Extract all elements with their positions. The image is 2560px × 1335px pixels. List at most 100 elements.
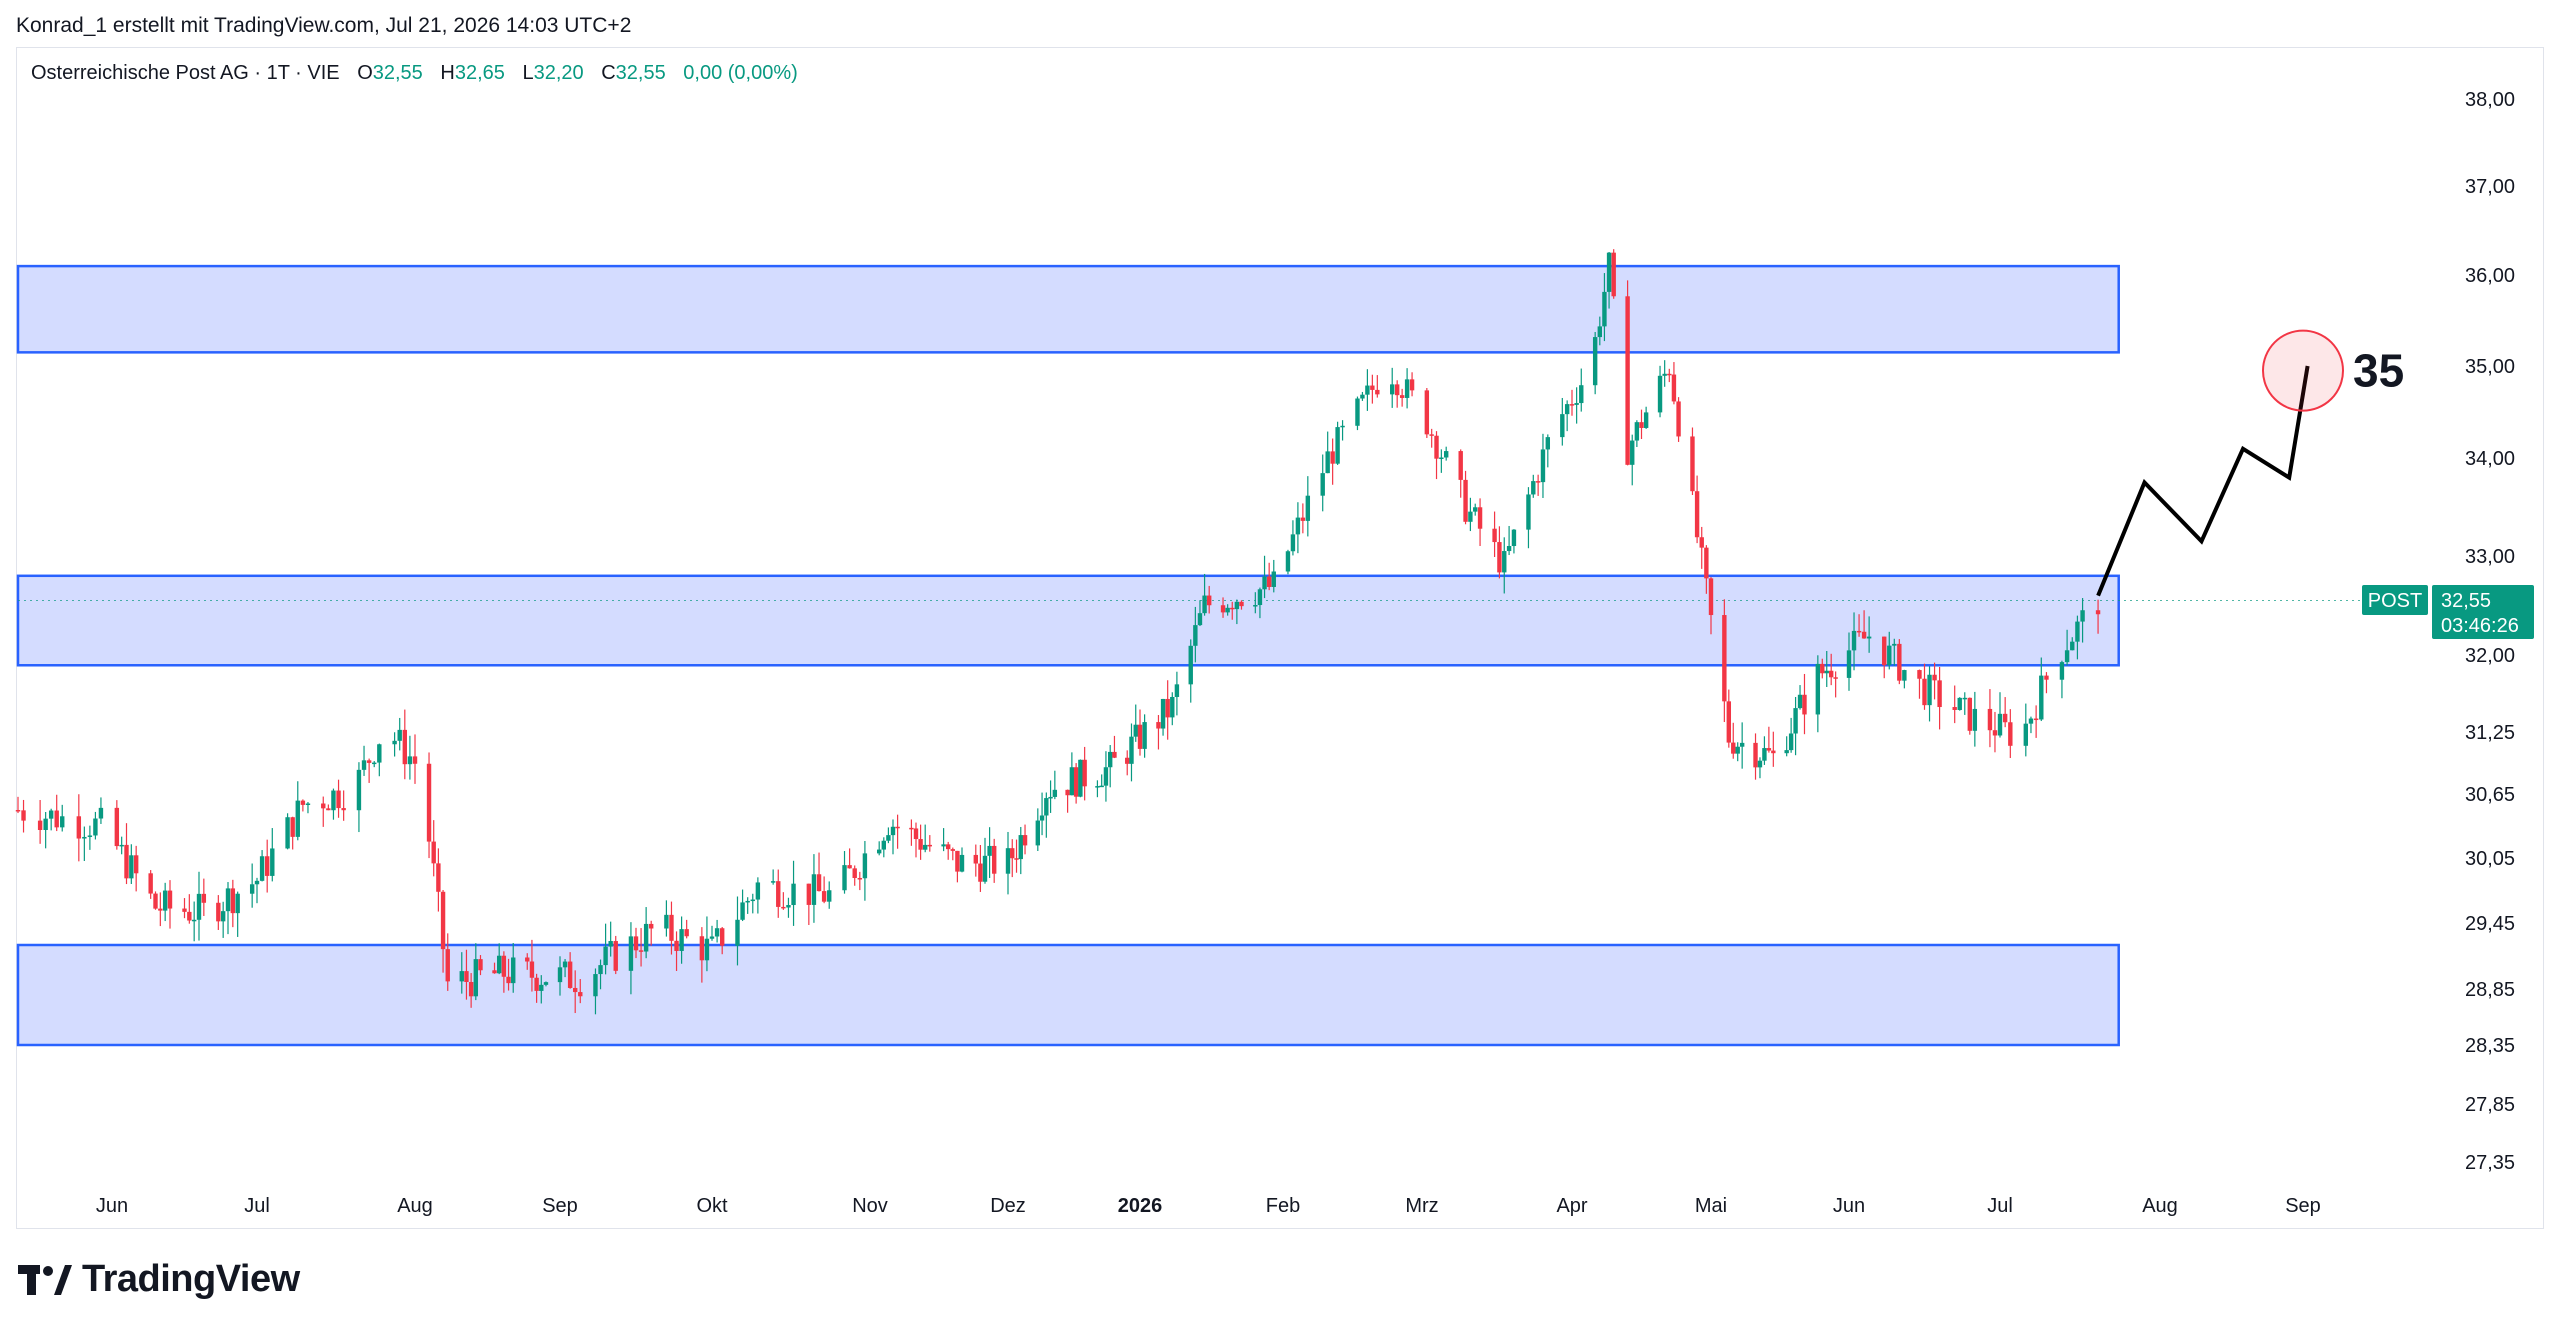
candle-body-175 [1202, 595, 1207, 614]
candle-body-36 [270, 848, 275, 876]
candle-body-290 [1967, 697, 1972, 731]
candle-body-249 [1699, 537, 1704, 548]
candle-body-237 [1625, 296, 1630, 465]
candle-body-27 [216, 902, 221, 922]
candle-body-148 [1039, 815, 1045, 821]
legend-symbol[interactable]: Osterreichische Post AG · 1T · VIE [31, 62, 340, 84]
candle-body-78 [562, 961, 568, 968]
support-resistance-zone-3 [16, 943, 2120, 1047]
candle-body-243 [1662, 373, 1667, 376]
candle-body-112 [806, 883, 812, 905]
candle-body-173 [1193, 625, 1198, 646]
candle-body-137 [973, 854, 978, 864]
target-circle [2262, 329, 2344, 412]
candle-body-189 [1295, 517, 1301, 535]
tradingview-logo[interactable]: TradingView [18, 1258, 300, 1301]
time-tick-label: Jun [96, 1195, 128, 1217]
candle-body-91 [649, 923, 654, 929]
candle-body-149 [1044, 798, 1049, 816]
candle-body-119 [852, 868, 857, 878]
candle-body-84 [603, 946, 608, 966]
candle-body-283 [1922, 678, 1927, 706]
candle-body-196 [1340, 425, 1345, 428]
candle-body-162 [1125, 757, 1130, 764]
tradingview-wordmark: TradingView [82, 1258, 300, 1300]
support-resistance-zone-1 [16, 264, 2120, 354]
candle-body-133 [946, 844, 951, 850]
candle-body-292 [1987, 708, 1993, 731]
candle-body-37 [285, 817, 290, 849]
price-tick-label: 28,35 [2465, 1035, 2515, 1057]
candle-body-305 [2075, 621, 2080, 642]
candle-body-114 [816, 874, 822, 892]
candle-body-163 [1129, 736, 1134, 764]
candle-body-127 [909, 827, 914, 830]
candle-body-45 [336, 790, 341, 809]
candle-body-135 [955, 850, 960, 872]
candle-body-220 [1506, 546, 1512, 552]
candle-body-99 [709, 936, 715, 939]
time-tick-label: Jul [1987, 1195, 2013, 1217]
candle-body-279 [1892, 643, 1897, 646]
price-tick-label: 27,85 [2465, 1094, 2515, 1116]
candle-body-273 [1851, 630, 1857, 651]
candle-body-296 [2008, 722, 2013, 746]
candle-body-101 [719, 928, 725, 946]
candle-body-134 [950, 849, 955, 851]
candle-body-56 [412, 756, 418, 764]
candle-body-225 [1540, 449, 1546, 483]
candle-body-44 [331, 790, 336, 811]
candle-body-200 [1370, 385, 1375, 390]
candle-body-198 [1360, 394, 1365, 399]
candle-body-207 [1424, 390, 1430, 435]
candle-body-97 [699, 936, 705, 961]
candle-body-109 [781, 906, 786, 909]
candle-body-85 [608, 941, 613, 947]
candle-body-95 [679, 929, 684, 951]
candle-body-22 [182, 908, 187, 912]
candle-body-218 [1497, 542, 1502, 573]
candle-body-105 [750, 899, 755, 902]
candle-body-156 [1082, 759, 1087, 787]
candle-body-286 [1937, 680, 1942, 708]
price-tick-label: 31,25 [2465, 722, 2515, 744]
candle-body-261 [1771, 750, 1776, 754]
chart-frame[interactable] [16, 47, 2544, 1229]
candle-body-115 [821, 891, 827, 902]
candle-body-192 [1320, 473, 1325, 496]
candle-body-113 [811, 874, 817, 905]
candle-body-47 [356, 769, 362, 811]
candle-body-11 [98, 807, 104, 819]
candle-body-278 [1887, 645, 1892, 666]
candle-body-59 [436, 863, 441, 892]
candle-body-226 [1545, 437, 1551, 450]
candle-body-281 [1902, 670, 1907, 681]
candle-body-13 [119, 844, 124, 847]
time-tick-label: Aug [397, 1195, 433, 1217]
price-tag-countdown: 03:46:26 [2441, 615, 2519, 637]
candle-body-294 [1997, 713, 2003, 736]
candle-body-304 [2070, 641, 2075, 651]
candle-body-18 [153, 893, 158, 909]
candle-body-34 [259, 856, 265, 881]
candle-body-227 [1560, 414, 1565, 438]
candle-body-168 [1160, 698, 1166, 729]
candle-body-199 [1365, 385, 1370, 395]
candle-body-282 [1917, 670, 1922, 679]
price-tick-label: 30,65 [2465, 784, 2515, 806]
candle-body-287 [1952, 707, 1957, 710]
candle-body-181 [1239, 601, 1244, 607]
candle-body-3 [43, 818, 48, 831]
candle-body-147 [1035, 820, 1041, 846]
candle-body-241 [1643, 412, 1649, 428]
candle-body-269 [1824, 670, 1829, 674]
candle-body-222 [1526, 494, 1531, 530]
time-tick-label: Nov [852, 1195, 888, 1217]
candle-body-302 [2059, 662, 2065, 680]
candle-body-5 [54, 810, 59, 828]
candle-body-170 [1170, 696, 1175, 718]
candle-body-161 [1112, 751, 1117, 758]
candle-body-53 [397, 729, 402, 741]
candle-body-28 [220, 911, 226, 922]
